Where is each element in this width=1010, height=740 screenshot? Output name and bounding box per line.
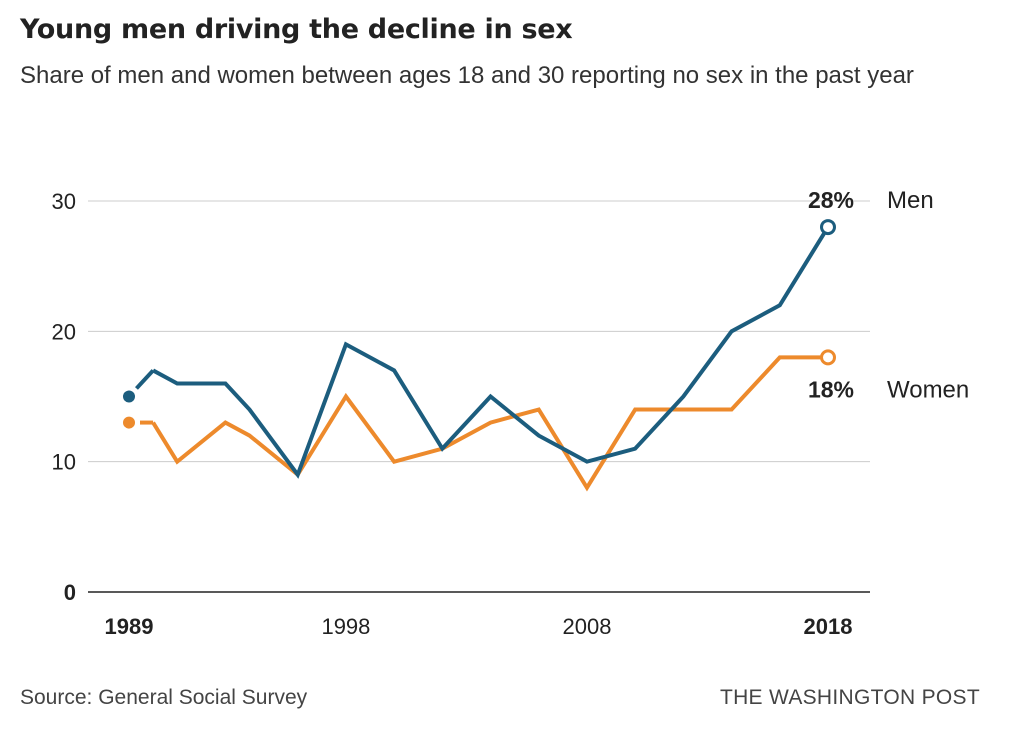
x-tick-label: 1998 (321, 614, 370, 639)
chart-subtitle: Share of men and women between ages 18 a… (20, 62, 914, 89)
x-tick-label: 2018 (804, 614, 853, 639)
axes: 0 10 20 30 1989 1998 2008 2018 (52, 189, 853, 639)
series-line-women (151, 355, 828, 492)
chart-title: Young men driving the decline in sex (20, 14, 573, 45)
publisher-credit: THE WASHINGTON POST (719, 686, 980, 709)
y-tick-label: 20 (52, 319, 76, 344)
start-point-women (123, 416, 135, 429)
end-point-men (820, 219, 836, 236)
data-label-men: 28% (808, 187, 854, 213)
series (123, 219, 836, 492)
start-point-men (123, 390, 135, 403)
series-label-women: Women (887, 376, 969, 403)
end-point-women (820, 349, 836, 366)
gridlines (88, 200, 870, 593)
series-label-men: Men (887, 187, 934, 214)
y-tick-label: 10 (52, 450, 76, 475)
x-tick-label: 1989 (105, 614, 154, 639)
source-note: Source: General Social Survey (20, 686, 308, 709)
series-segment-men (134, 369, 155, 390)
data-label-women: 18% (808, 376, 854, 402)
y-tick-label: 0 (64, 580, 76, 605)
labels: 28% Men 18% Women (808, 187, 969, 403)
line-chart: 0 10 20 30 1989 1998 2008 2018 28% Men 18% Women (52, 187, 970, 639)
series-men (123, 219, 836, 479)
series-women (123, 349, 836, 492)
series-line-men (152, 226, 830, 479)
y-tick-label: 30 (52, 189, 76, 214)
x-tick-label: 2008 (562, 614, 611, 639)
